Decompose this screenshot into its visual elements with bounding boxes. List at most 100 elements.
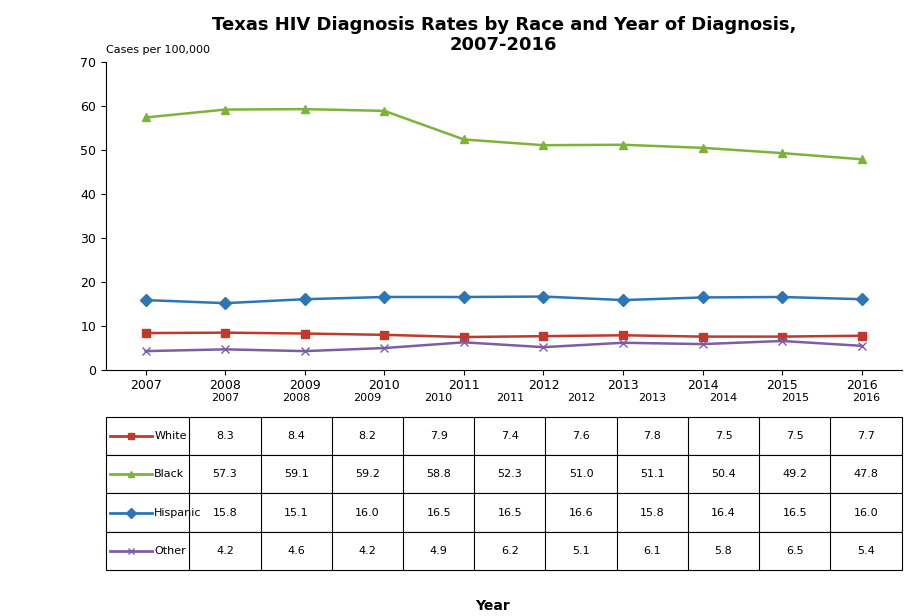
Text: 5.8: 5.8	[714, 546, 732, 556]
Text: 2016: 2016	[851, 393, 879, 403]
Other	[697, 341, 708, 348]
Text: 2011: 2011	[495, 393, 523, 403]
Text: 16.5: 16.5	[781, 508, 806, 517]
Hispanic	[856, 296, 867, 303]
Line: Hispanic: Hispanic	[142, 293, 865, 307]
Text: 2010: 2010	[425, 393, 452, 403]
Text: 15.1: 15.1	[284, 508, 308, 517]
Text: 7.6: 7.6	[572, 431, 589, 441]
Text: 8.4: 8.4	[287, 431, 305, 441]
Text: 6.2: 6.2	[501, 546, 518, 556]
White	[299, 330, 310, 337]
Text: Year: Year	[474, 599, 509, 613]
Text: 16.4: 16.4	[710, 508, 735, 517]
Black	[458, 136, 469, 143]
Text: 15.8: 15.8	[212, 508, 237, 517]
Text: 16.0: 16.0	[853, 508, 878, 517]
Bar	[106, 532, 901, 570]
Bar	[106, 417, 901, 455]
Text: 7.5: 7.5	[785, 431, 803, 441]
Text: 2015: 2015	[780, 393, 808, 403]
Text: 6.5: 6.5	[785, 546, 802, 556]
White	[697, 333, 708, 340]
Text: 16.5: 16.5	[425, 508, 450, 517]
Text: 16.5: 16.5	[497, 508, 522, 517]
White	[617, 331, 628, 339]
Hispanic	[458, 293, 469, 301]
White	[379, 331, 390, 339]
Black	[140, 114, 151, 121]
Other	[299, 347, 310, 355]
White	[538, 333, 549, 340]
Black	[379, 107, 390, 115]
Text: Black: Black	[154, 469, 185, 479]
Other	[617, 339, 628, 346]
Black	[538, 142, 549, 149]
Text: 49.2: 49.2	[781, 469, 806, 479]
Text: 47.8: 47.8	[853, 469, 878, 479]
Text: 7.9: 7.9	[429, 431, 448, 441]
Other	[538, 344, 549, 351]
Text: Cases per 100,000: Cases per 100,000	[106, 46, 210, 55]
Title: Texas HIV Diagnosis Rates by Race and Year of Diagnosis,
2007-2016: Texas HIV Diagnosis Rates by Race and Ye…	[211, 15, 795, 54]
Black	[220, 106, 231, 113]
Text: 59.2: 59.2	[355, 469, 380, 479]
Text: 5.4: 5.4	[857, 546, 874, 556]
Text: 16.0: 16.0	[355, 508, 380, 517]
Text: 2008: 2008	[282, 393, 310, 403]
Hispanic	[140, 296, 151, 304]
Black	[856, 156, 867, 163]
Text: 5.1: 5.1	[572, 546, 589, 556]
Text: 4.9: 4.9	[429, 546, 448, 556]
Text: 57.3: 57.3	[212, 469, 237, 479]
Hispanic	[776, 293, 787, 301]
Black	[697, 144, 708, 152]
Bar	[106, 493, 901, 532]
Text: 4.6: 4.6	[287, 546, 305, 556]
Hispanic	[220, 299, 231, 307]
Other	[856, 342, 867, 349]
Text: 4.2: 4.2	[358, 546, 376, 556]
White	[220, 329, 231, 336]
Hispanic	[617, 296, 628, 304]
Other	[220, 346, 231, 353]
Line: Black: Black	[142, 105, 865, 163]
Text: 2014: 2014	[709, 393, 737, 403]
Text: Other: Other	[154, 546, 186, 556]
Text: 16.6: 16.6	[568, 508, 593, 517]
Hispanic	[538, 293, 549, 300]
Black	[776, 150, 787, 157]
White	[458, 333, 469, 341]
Text: 2007: 2007	[210, 393, 239, 403]
Text: 59.1: 59.1	[284, 469, 308, 479]
Bar	[106, 455, 901, 493]
Text: 7.5: 7.5	[714, 431, 732, 441]
Text: 7.4: 7.4	[500, 431, 518, 441]
Text: 52.3: 52.3	[497, 469, 522, 479]
Text: 8.2: 8.2	[358, 431, 376, 441]
Hispanic	[299, 296, 310, 303]
Text: 51.0: 51.0	[568, 469, 593, 479]
Text: 2009: 2009	[353, 393, 381, 403]
Text: 7.8: 7.8	[642, 431, 661, 441]
Text: White: White	[154, 431, 187, 441]
Text: 58.8: 58.8	[425, 469, 450, 479]
Other	[458, 339, 469, 346]
White	[140, 330, 151, 337]
Text: 2012: 2012	[566, 393, 595, 403]
Text: 50.4: 50.4	[710, 469, 735, 479]
Text: 2013: 2013	[638, 393, 665, 403]
Black	[617, 141, 628, 148]
Text: 15.8: 15.8	[640, 508, 664, 517]
Other	[379, 344, 390, 352]
Text: 51.1: 51.1	[640, 469, 664, 479]
White	[856, 332, 867, 339]
Text: Hispanic: Hispanic	[154, 508, 201, 517]
White	[776, 333, 787, 340]
Black	[299, 105, 310, 113]
Other	[776, 338, 787, 345]
Hispanic	[697, 294, 708, 301]
Text: 4.2: 4.2	[216, 546, 233, 556]
Hispanic	[379, 293, 390, 301]
Other	[140, 347, 151, 355]
